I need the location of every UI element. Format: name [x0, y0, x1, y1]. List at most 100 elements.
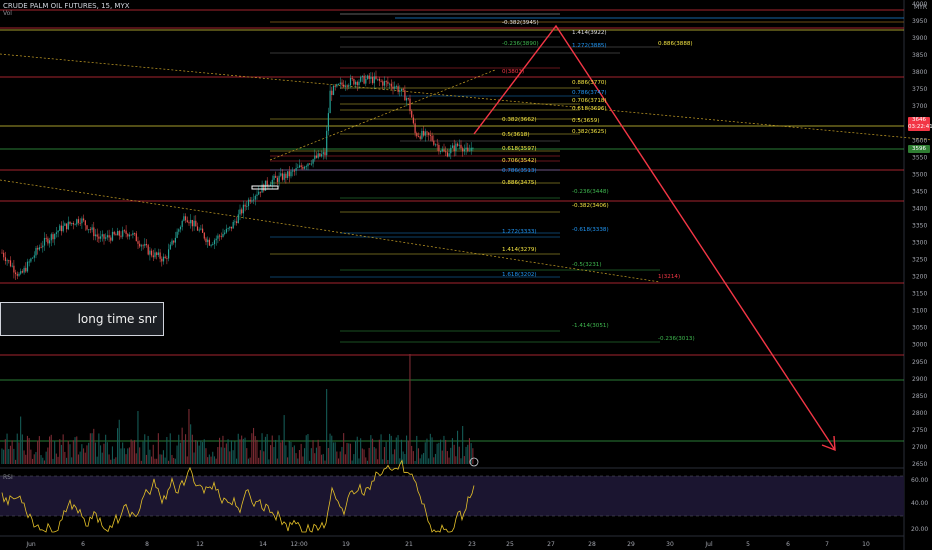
volume-bar — [304, 448, 306, 464]
rsi-band — [0, 476, 904, 516]
candle-body — [361, 75, 363, 77]
volume-bar — [76, 436, 78, 464]
volume-bar — [290, 441, 292, 464]
candle-body — [326, 130, 328, 156]
candle-body — [297, 167, 299, 169]
candle-body — [307, 163, 309, 167]
volume-bar — [288, 441, 290, 464]
candle-body — [348, 85, 350, 87]
candle-body — [191, 219, 193, 227]
price-tick-label: 3000 — [912, 342, 927, 349]
candle-body — [423, 130, 425, 136]
candle-body — [251, 200, 253, 202]
volume-bar — [465, 446, 467, 464]
rsi-line — [1, 459, 475, 533]
volume-bar — [173, 457, 175, 464]
volume-bar — [312, 440, 314, 464]
volume-bar — [234, 441, 236, 464]
volume-bar — [295, 453, 297, 464]
candle-body — [287, 171, 289, 178]
candle-body — [101, 234, 103, 237]
volume-bar — [230, 440, 232, 464]
candle-body — [329, 90, 331, 114]
candle-body — [370, 76, 372, 79]
volume-bar — [455, 456, 457, 464]
volume-bar — [411, 445, 413, 464]
candle-body — [21, 271, 23, 273]
candle-body — [32, 257, 34, 259]
volume-bar — [406, 435, 408, 464]
trendline-up — [269, 69, 496, 161]
candle-body — [28, 261, 30, 263]
candle-body — [434, 144, 437, 146]
volume-bar — [463, 456, 465, 464]
candle-body — [363, 75, 365, 84]
candle-body — [188, 222, 190, 224]
fib-label-7: 0.786(3747) — [572, 90, 607, 96]
volume-bar — [89, 433, 91, 464]
candle-body — [26, 261, 29, 272]
candle-body — [462, 148, 464, 152]
volume-bar — [407, 440, 409, 464]
volume-bar — [445, 439, 447, 464]
candle-body — [147, 245, 149, 255]
candle-body — [76, 219, 78, 225]
candle-body — [140, 245, 142, 247]
volume-bar — [287, 457, 289, 464]
snr-note-box[interactable]: long time snr — [0, 302, 164, 336]
time-tick-label: 30 — [666, 541, 674, 548]
volume-bar — [458, 446, 460, 464]
volume-bar — [293, 445, 295, 464]
candle-body — [86, 225, 88, 230]
candle-body — [309, 163, 311, 165]
candle-body — [152, 255, 154, 258]
volume-bar — [237, 433, 239, 464]
price-tick-label: 3800 — [912, 69, 927, 76]
volume-bar — [200, 440, 202, 464]
candle-body — [395, 86, 397, 87]
volume-bar — [423, 453, 425, 464]
volume-bar — [139, 447, 141, 464]
candle-body — [385, 81, 387, 82]
candle-body — [358, 81, 360, 86]
fib-label-5: 0(3803) — [502, 69, 524, 75]
volume-bar — [45, 451, 47, 464]
candle-body — [151, 250, 153, 256]
volume-bar — [399, 458, 401, 464]
fib-label-26: -1.414(3051) — [572, 323, 609, 329]
volume-bar — [64, 451, 66, 464]
volume-bar — [142, 441, 144, 464]
volume-bar — [190, 424, 192, 464]
volume-bar — [315, 447, 317, 464]
volume-bar — [254, 436, 256, 464]
volume-bar — [390, 435, 392, 464]
volume-bar — [225, 443, 227, 464]
volume-bar — [460, 458, 462, 464]
candle-body — [275, 175, 277, 178]
volume-bar — [280, 442, 282, 464]
candle-body — [219, 235, 221, 237]
candle-body — [134, 233, 136, 234]
volume-bar — [339, 451, 341, 464]
candle-body — [304, 166, 306, 169]
volume-bar — [168, 460, 170, 464]
volume-bar — [472, 448, 474, 464]
fib-label-9: 0.618(3696) — [572, 106, 607, 112]
volume-bar — [247, 458, 249, 464]
candle-body — [139, 243, 141, 247]
volume-bar — [47, 447, 49, 464]
volume-bar — [404, 454, 406, 464]
candle-body — [45, 237, 47, 239]
volume-bar — [365, 457, 367, 464]
volume-bar — [169, 433, 171, 464]
candle-body — [455, 143, 457, 152]
volume-bar — [130, 439, 132, 464]
volume-bar — [300, 443, 302, 464]
volume-bar — [220, 447, 222, 464]
price-tick-label: 3700 — [912, 103, 927, 110]
candle-body — [281, 173, 284, 180]
candle-body — [40, 247, 42, 249]
price-tick-label: 2850 — [912, 393, 927, 400]
